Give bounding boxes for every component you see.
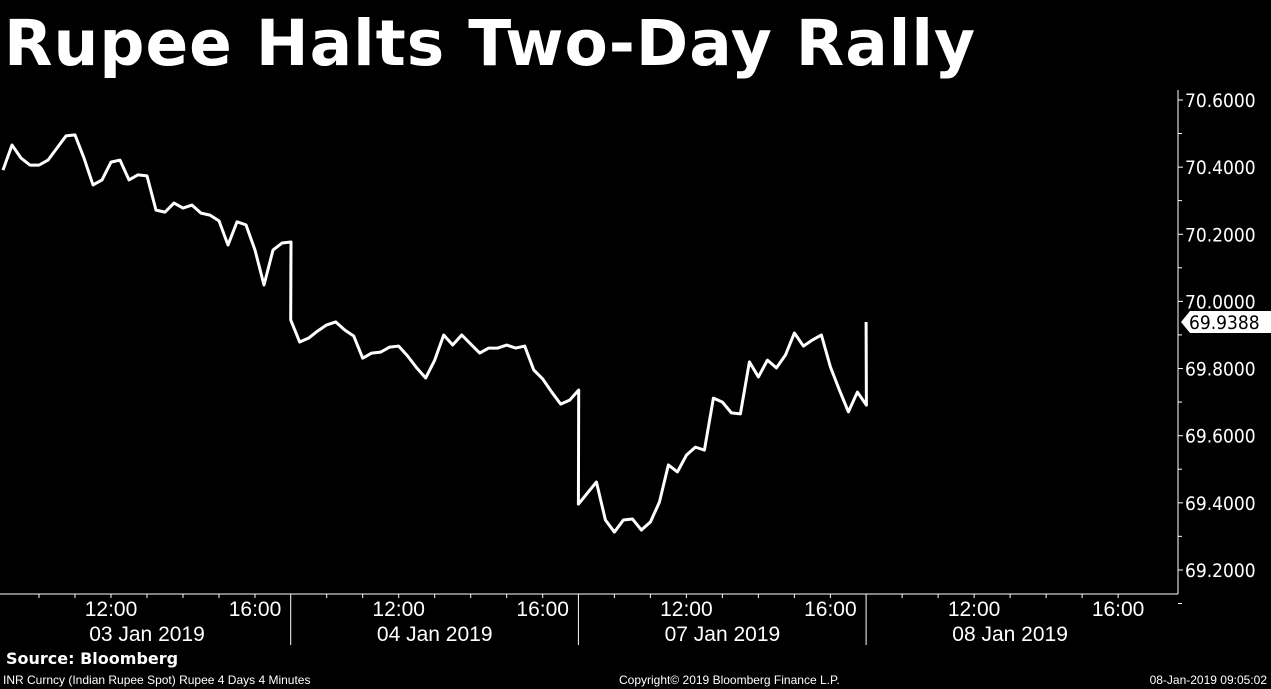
- y-tick-label: 69.6000: [1185, 426, 1256, 448]
- last-value-tag: [1181, 310, 1271, 333]
- date-label: 08 Jan 2019: [952, 623, 1068, 646]
- y-tick-label: 70.0000: [1185, 291, 1256, 313]
- x-tick-label: 12:00: [948, 598, 1001, 621]
- x-tick-label: 12:00: [660, 598, 713, 621]
- last-value-label: 69.9388: [1189, 312, 1260, 334]
- y-tick-label: 70.4000: [1185, 157, 1256, 179]
- x-tick-label: 12:00: [372, 598, 425, 621]
- x-tick-label: 16:00: [229, 598, 282, 621]
- date-label: 07 Jan 2019: [665, 623, 781, 646]
- date-label: 03 Jan 2019: [89, 623, 205, 646]
- date-label: 04 Jan 2019: [377, 623, 493, 646]
- x-tick-label: 12:00: [85, 598, 138, 621]
- timestamp: 08-Jan-2019 09:05:02: [1149, 673, 1267, 687]
- y-tick-label: 69.8000: [1185, 359, 1256, 381]
- y-tick-label: 70.2000: [1185, 224, 1256, 246]
- source-label: Source: Bloomberg: [6, 649, 179, 668]
- x-tick-label: 16:00: [804, 598, 857, 621]
- x-tick-label: 16:00: [516, 598, 569, 621]
- security-description: INR Curncy (Indian Rupee Spot) Rupee 4 D…: [3, 673, 311, 687]
- chart-title: Rupee Halts Two-Day Rally: [4, 7, 977, 80]
- x-tick-label: 16:00: [1092, 598, 1145, 621]
- y-tick-label: 69.2000: [1185, 560, 1256, 582]
- y-tick-label: 70.6000: [1185, 90, 1256, 112]
- y-tick-label: 69.4000: [1185, 493, 1256, 515]
- copyright: Copyright© 2019 Bloomberg Finance L.P.: [619, 673, 840, 687]
- price-line: [1, 133, 868, 534]
